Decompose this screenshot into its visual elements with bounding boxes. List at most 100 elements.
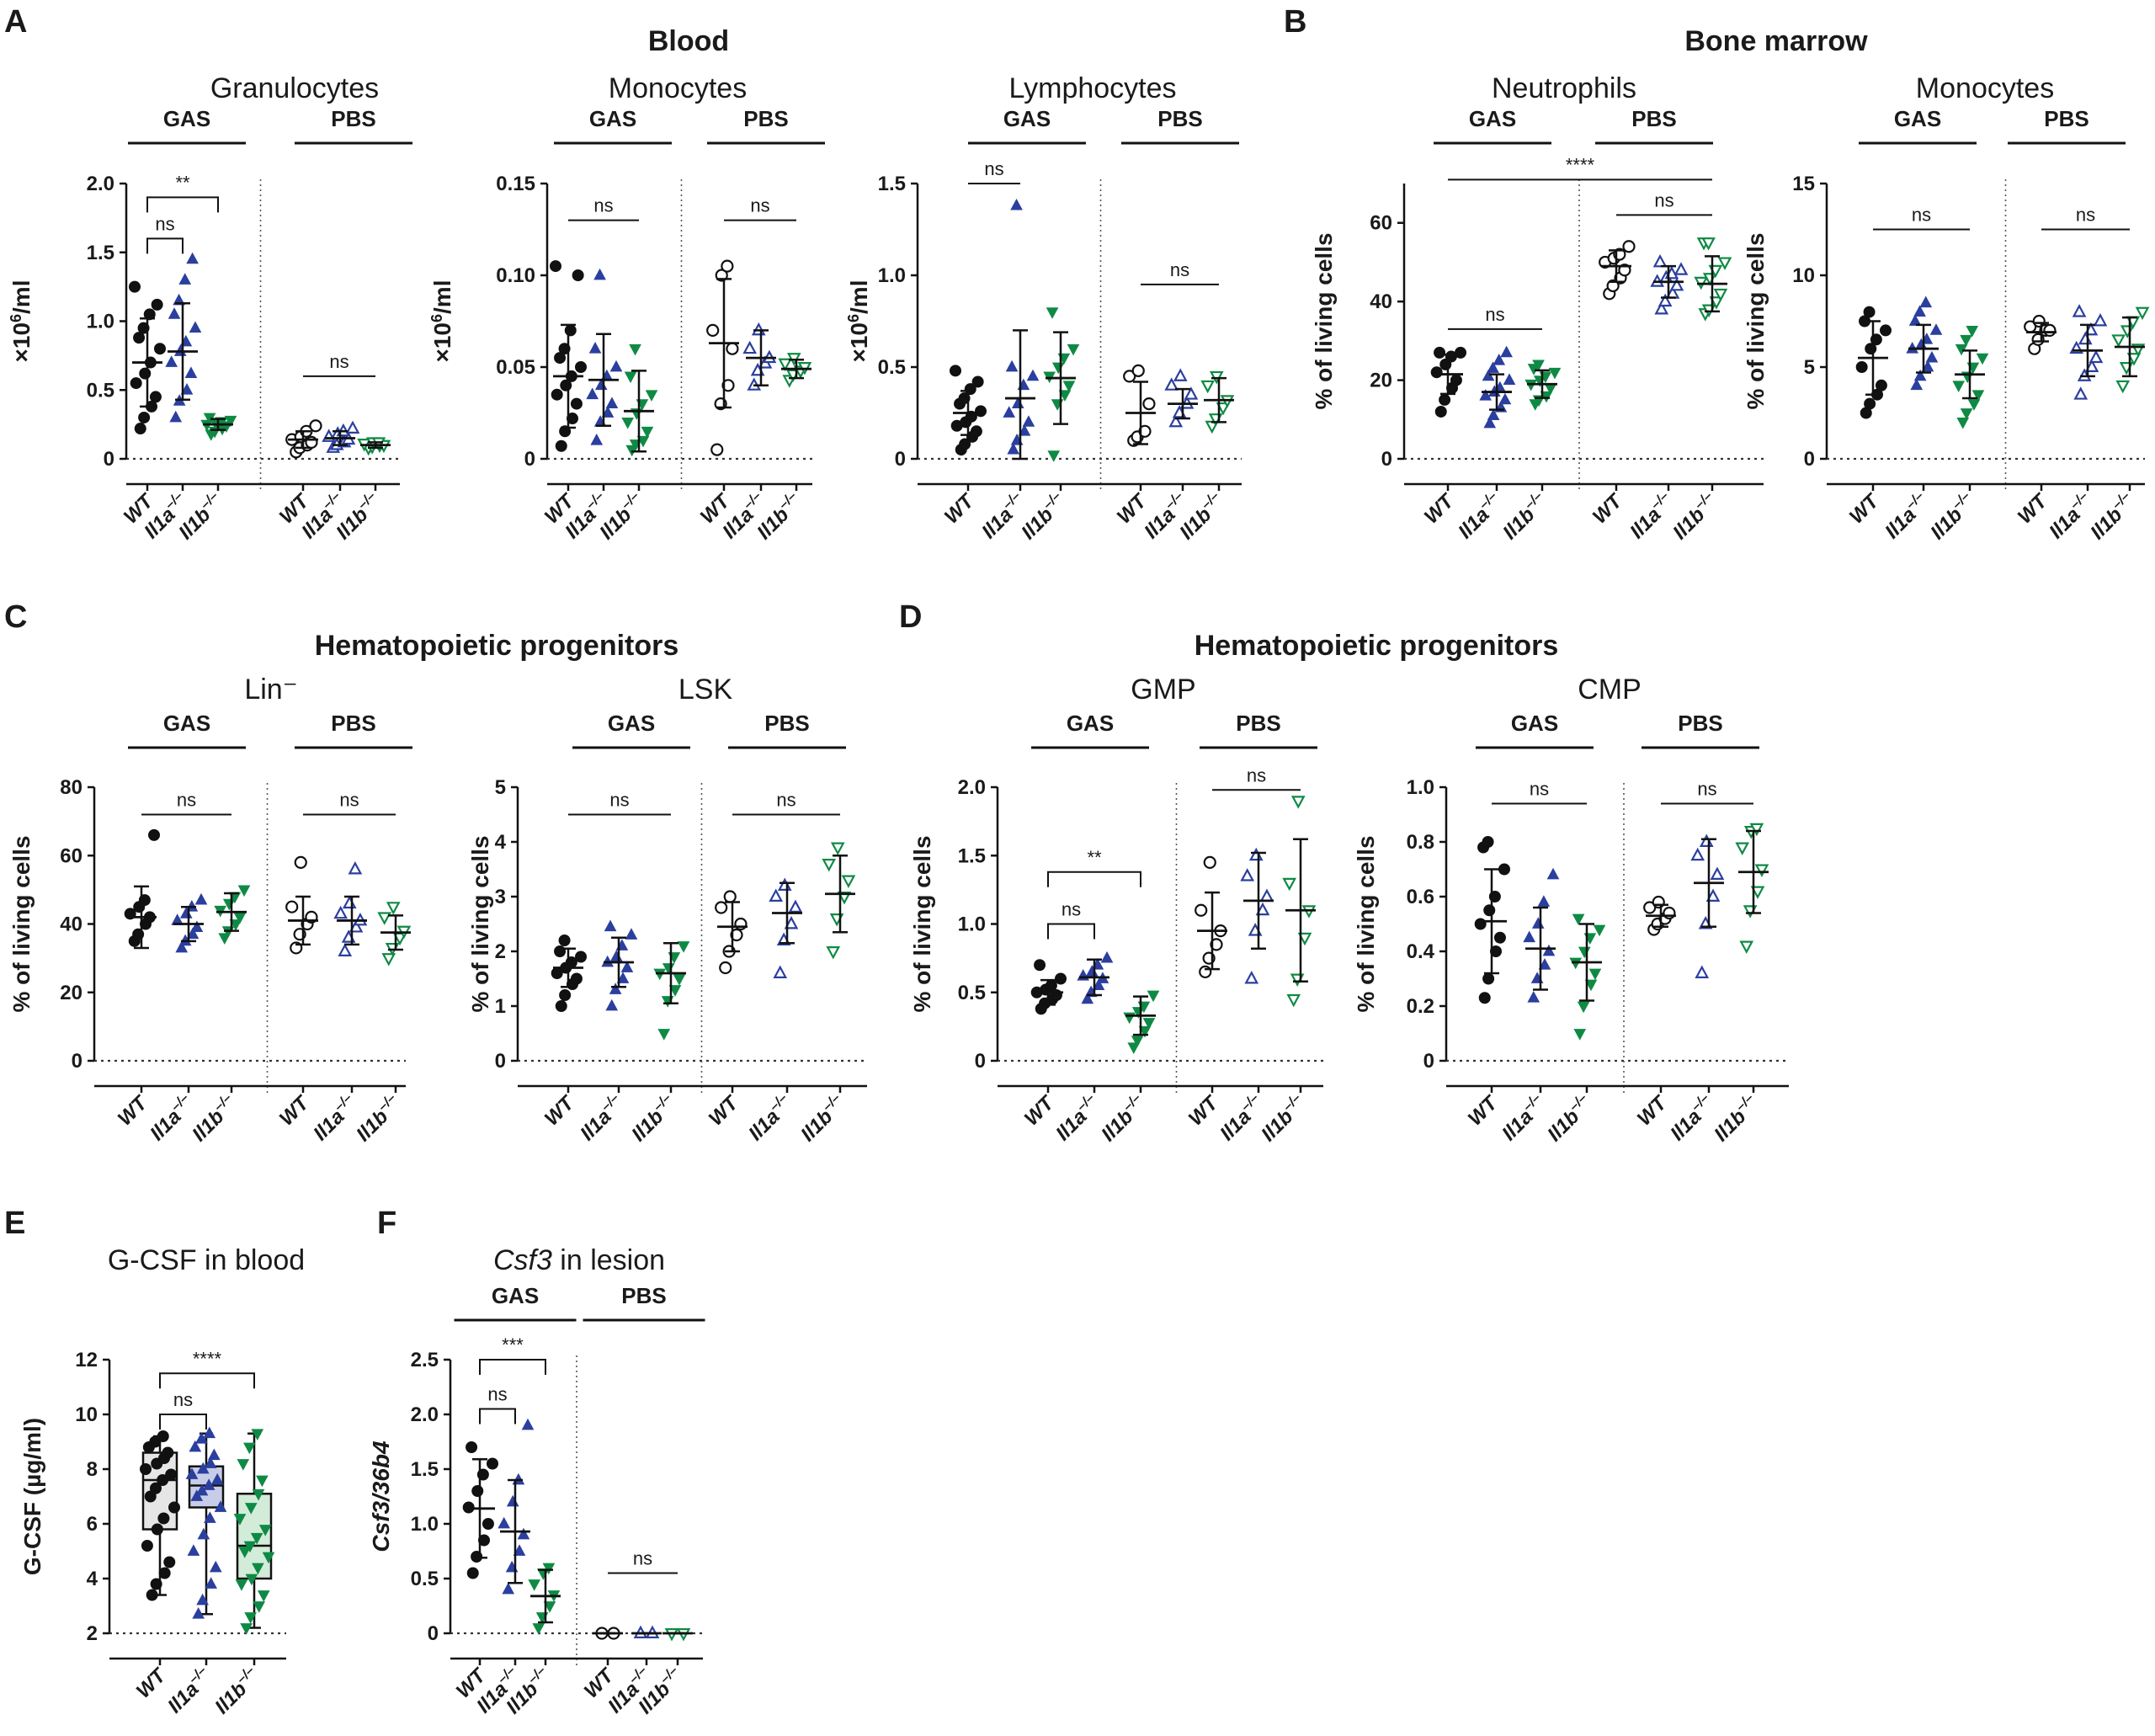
data-point (1908, 314, 1922, 326)
series-il1b-pbs (662, 1628, 693, 1642)
data-point (141, 1540, 153, 1552)
series-wt-pbs (593, 1627, 623, 1640)
data-point (2135, 306, 2150, 321)
panel-letter-b: B (1284, 4, 1306, 40)
significance-annotation: ns (1448, 304, 1542, 330)
data-point (1297, 932, 1312, 946)
data-point (513, 1544, 526, 1556)
series-wt-gas (1855, 306, 1892, 419)
y-tick-label: 12 (75, 1349, 98, 1371)
data-point (645, 390, 658, 402)
data-point (506, 1494, 519, 1507)
data-point (165, 355, 178, 367)
data-point (1705, 888, 1721, 902)
y-axis-label: Csf3/36b4 (368, 1440, 394, 1552)
data-point (1652, 253, 1668, 268)
data-point (1699, 833, 1714, 847)
data-point (1960, 408, 1973, 420)
panel-letter-a: A (4, 4, 27, 40)
data-point (1863, 306, 1876, 318)
condition-label-pbs: PBS (331, 711, 375, 736)
data-point (1493, 354, 1506, 365)
data-point (1713, 288, 1728, 302)
panel-letter-e: E (4, 1206, 25, 1241)
significance-annotation: ns (1492, 779, 1587, 805)
series-il1a-gas (1906, 296, 1943, 391)
significance-bracket (479, 1359, 546, 1375)
data-point (1195, 903, 1208, 917)
data-point (386, 902, 401, 915)
data-point (616, 972, 630, 983)
significance-bracket (1047, 871, 1141, 887)
data-point (1123, 1012, 1136, 1025)
significance-bracket (146, 196, 219, 213)
data-point (1654, 301, 1669, 315)
significance-annotation: ns (1212, 764, 1301, 791)
significance-annotation: ns (141, 790, 231, 816)
data-point (554, 352, 567, 365)
data-point (1542, 944, 1556, 956)
y-tick-label: 1.0 (1407, 776, 1434, 799)
data-point (551, 388, 563, 401)
data-point (244, 1503, 258, 1515)
data-point (1593, 924, 1606, 937)
data-point (721, 259, 734, 273)
y-tick-label: 60 (60, 844, 82, 867)
data-point (1717, 257, 1732, 270)
data-point (189, 1440, 202, 1452)
data-point (237, 1459, 250, 1471)
data-point (1749, 823, 1764, 837)
series-il1a-gas (1077, 951, 1114, 1004)
significance-bracket (159, 1414, 207, 1430)
chart-title: Monocytes (1916, 72, 2054, 104)
series-wt-gas (551, 935, 587, 1012)
data-point (1184, 386, 1199, 400)
series-wt-pbs (285, 419, 322, 459)
data-point (1527, 991, 1540, 1003)
data-point (1754, 864, 1769, 877)
x-tick-label: Il1a–/– (743, 1091, 798, 1146)
y-tick-label: 0 (524, 448, 535, 471)
data-point (192, 1607, 205, 1619)
y-tick-label: 0.5 (87, 379, 114, 402)
data-point (1255, 902, 1270, 916)
data-point (822, 859, 837, 872)
series-il1b-gas (1123, 990, 1160, 1054)
data-point (348, 861, 363, 875)
data-point (1573, 1029, 1587, 1041)
data-point (1921, 359, 1934, 372)
y-tick-label: 10 (1792, 264, 1815, 287)
data-point (149, 1482, 162, 1494)
data-point (2072, 304, 2087, 317)
y-tick-label: 4 (87, 1568, 98, 1590)
y-tick-label: 1 (495, 995, 506, 1018)
data-point (1092, 978, 1105, 990)
data-point (252, 1563, 264, 1575)
y-tick-label: 0.6 (1407, 886, 1434, 908)
significance-annotation: ns (303, 790, 396, 816)
series-wt-pbs (285, 855, 318, 955)
data-point (187, 1544, 200, 1556)
data-point (285, 900, 299, 913)
data-point (609, 359, 623, 372)
data-point (1199, 965, 1212, 978)
significance-annotation: ** (1047, 847, 1141, 887)
data-point (1100, 951, 1114, 963)
significance-annotation: ns (568, 790, 671, 816)
significance-label: ** (175, 172, 190, 193)
y-tick-label: 0.4 (1407, 940, 1435, 963)
data-point (157, 1474, 169, 1486)
y-tick-label: 5 (495, 776, 506, 799)
chart-title: G-CSF in blood (108, 1244, 305, 1276)
data-point (706, 323, 720, 337)
data-point (1503, 373, 1516, 385)
y-tick-label: 8 (87, 1458, 98, 1481)
data-point (165, 1468, 178, 1481)
y-tick-label: 1.5 (958, 844, 986, 867)
series-wt-pbs (2024, 314, 2057, 355)
data-point (229, 919, 242, 931)
data-point (1216, 402, 1231, 416)
series-il1b-gas (1569, 913, 1606, 1041)
y-tick-label: 1.5 (411, 1458, 439, 1481)
